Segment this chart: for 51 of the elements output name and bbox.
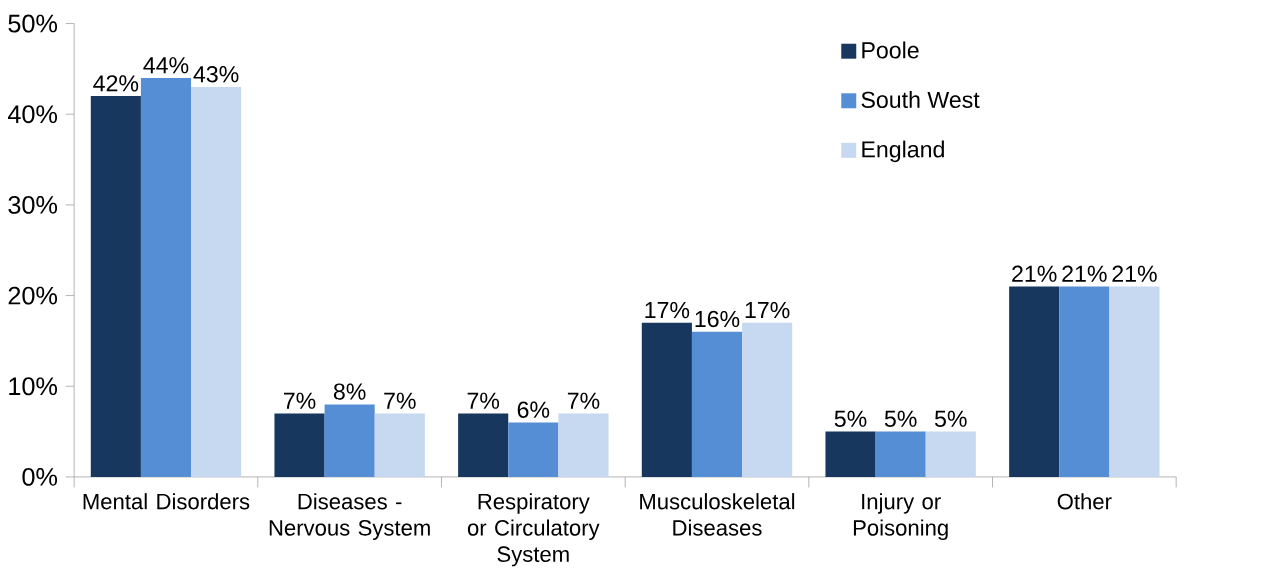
legend-label: Poole xyxy=(862,41,919,59)
y-tick-label: 30% xyxy=(8,195,58,214)
data-label: 42% xyxy=(93,75,139,92)
x-tick-label: Diseases - Nervous System xyxy=(269,493,430,541)
data-label: 7% xyxy=(567,392,600,409)
bar xyxy=(191,87,242,477)
bar xyxy=(274,413,325,477)
data-label: 44% xyxy=(143,57,189,74)
bar xyxy=(558,413,609,477)
bar xyxy=(641,322,692,477)
bar xyxy=(458,413,509,477)
bar xyxy=(324,404,375,477)
bar xyxy=(1109,286,1160,477)
data-label: 17% xyxy=(745,302,790,319)
y-tick-label: 0% xyxy=(22,468,58,486)
bar xyxy=(140,77,192,477)
bar xyxy=(742,322,793,477)
y-tick-label: 40% xyxy=(7,105,58,124)
y-tick-label: 10% xyxy=(9,377,58,396)
bar xyxy=(925,431,976,477)
bar xyxy=(374,413,425,477)
data-label: 17% xyxy=(645,302,690,319)
x-tick-label: Respiratory or Circulatory System xyxy=(467,493,600,567)
data-label: 5% xyxy=(834,410,867,427)
legend-label: South West xyxy=(861,91,980,109)
legend-label: England xyxy=(862,140,944,163)
bar xyxy=(90,96,141,477)
data-label: 7% xyxy=(467,392,500,409)
bar xyxy=(825,431,876,477)
bar xyxy=(508,422,559,477)
y-tick-label: 50% xyxy=(8,14,58,33)
data-label: 21% xyxy=(1012,265,1057,282)
data-label: 16% xyxy=(695,310,740,328)
y-tick-label: 20% xyxy=(8,286,58,305)
data-label: 6% xyxy=(517,401,550,418)
bar xyxy=(875,431,926,477)
data-label: 21% xyxy=(1112,265,1157,282)
bar xyxy=(1009,286,1060,477)
data-label: 5% xyxy=(934,410,967,427)
x-tick-label: Musculoskeletal Diseases xyxy=(640,493,795,536)
bar xyxy=(1059,286,1110,477)
x-tick-label: Injury or Poisoning xyxy=(853,493,948,541)
data-label: 21% xyxy=(1062,265,1107,282)
data-label: 5% xyxy=(884,410,917,427)
data-label: 7% xyxy=(384,392,416,409)
x-tick-label: Other xyxy=(1057,493,1112,510)
data-label: 43% xyxy=(193,66,239,83)
x-tick-label: Mental Disorders xyxy=(83,493,250,510)
data-label: 7% xyxy=(283,392,316,409)
bar xyxy=(691,331,743,477)
data-label: 8% xyxy=(333,383,366,400)
